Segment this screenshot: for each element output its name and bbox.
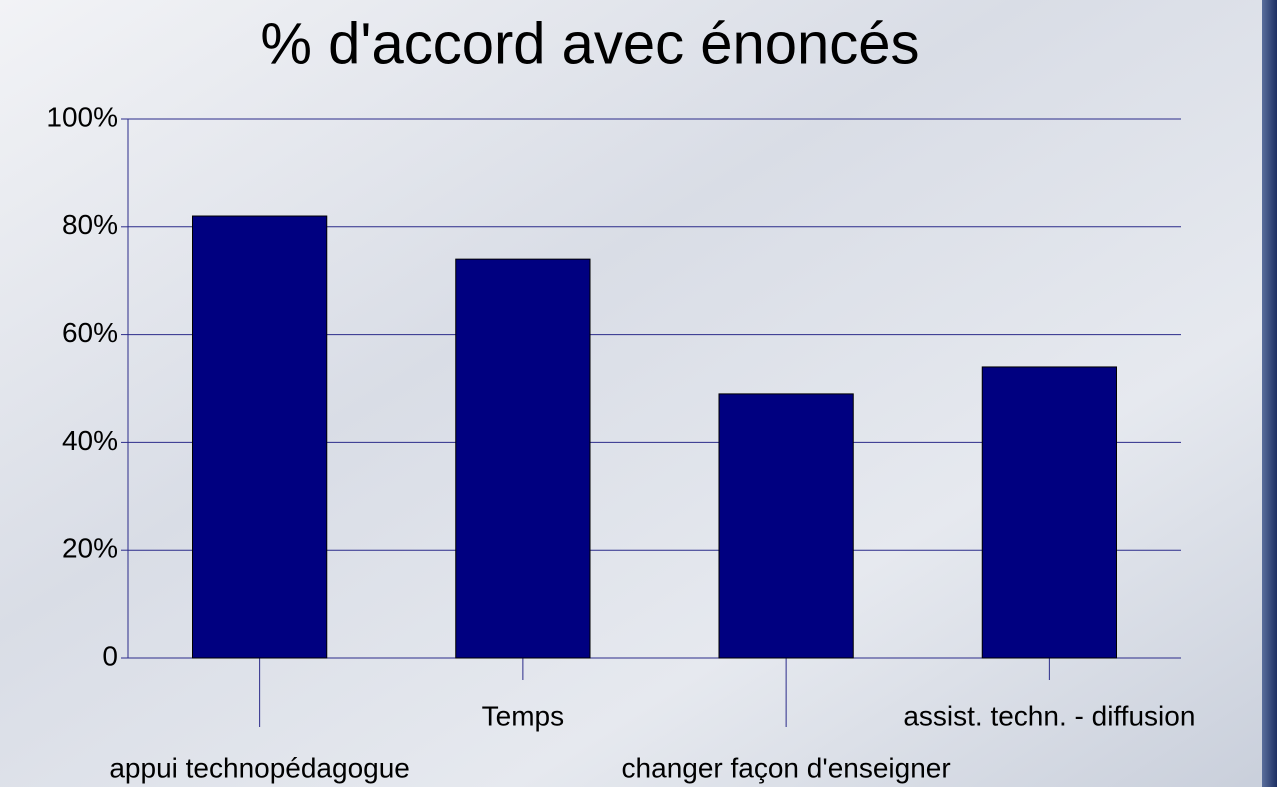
y-tick-label: 80% [62,209,118,240]
chart-title: % d'accord avec énoncés [260,11,919,76]
y-tick-label: 40% [62,425,118,456]
y-tick-label: 60% [62,317,118,348]
x-tick-label: Temps [482,700,564,731]
bar [191,215,328,659]
x-tick-label: appui technopédagogue [109,752,410,783]
bar [455,258,591,659]
y-tick-label: 0 [102,640,118,671]
x-tick-label: changer façon d'enseigner [622,752,951,783]
y-tick-label: 100% [46,101,118,132]
x-tick-label: assist. techn. - diffusion [903,700,1195,731]
bar [718,393,854,659]
edge-stripe [1262,0,1277,787]
y-tick-label: 20% [62,533,118,564]
bar [981,366,1118,659]
